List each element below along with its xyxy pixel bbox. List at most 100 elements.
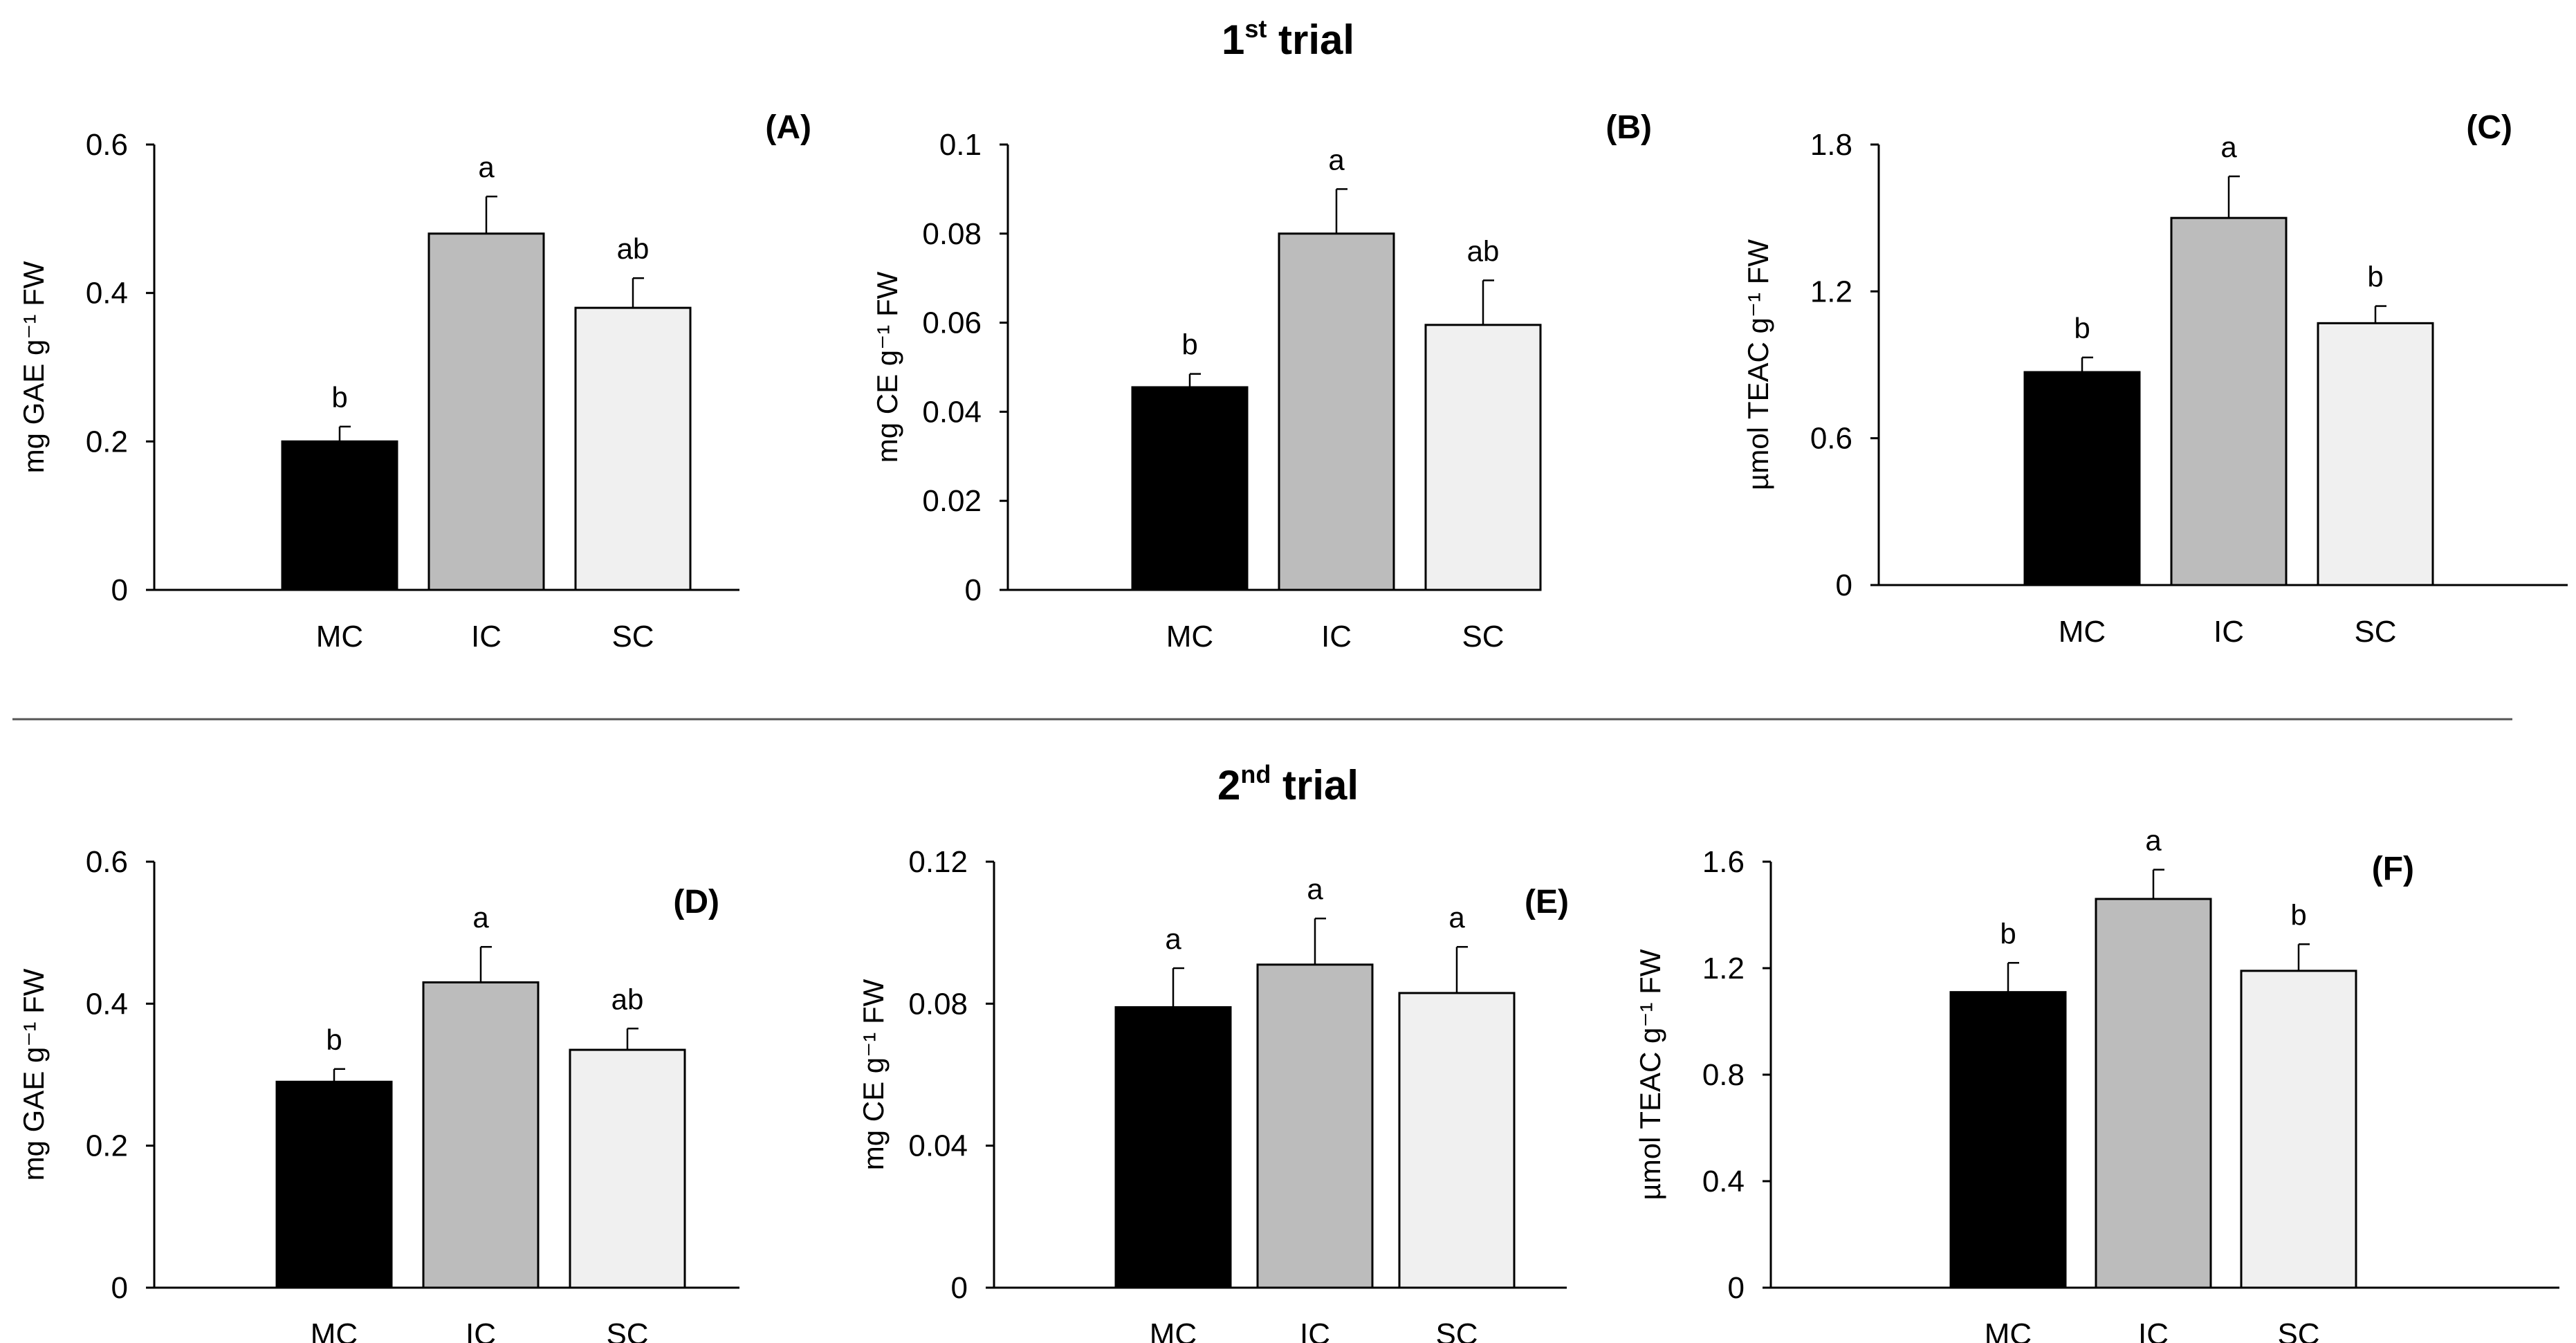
y-tick-label: 0 xyxy=(111,1271,128,1305)
x-tick-label: SC xyxy=(1435,1317,1478,1343)
trial-2-title: 2nd trial xyxy=(1217,760,1359,808)
x-tick-label: IC xyxy=(1321,620,1352,654)
significance-letter: a xyxy=(1307,873,1323,905)
bar-sc xyxy=(2240,970,2357,1289)
x-tick-label: SC xyxy=(2277,1317,2319,1343)
significance-letter: ab xyxy=(617,232,650,265)
significance-letter: a xyxy=(472,901,489,934)
y-axis-title: mg CE g⁻¹ FW xyxy=(857,979,890,1170)
y-tick-label: 0.08 xyxy=(908,987,968,1021)
y-tick-label: 0.4 xyxy=(1702,1165,1745,1198)
bar-mc xyxy=(281,440,398,591)
significance-letter: b xyxy=(2290,898,2306,931)
bar-mc xyxy=(1949,991,2067,1289)
y-tick-label: 0 xyxy=(111,573,128,607)
x-tick-label: IC xyxy=(2138,1317,2169,1343)
y-tick-label: 0 xyxy=(951,1271,968,1305)
bar-ic xyxy=(427,232,545,591)
y-tick-label: 0.6 xyxy=(1810,422,1852,456)
panels: 00.20.40.6mg GAE g⁻¹ FW(A)bMCaICabSC00.0… xyxy=(17,109,2568,1343)
x-tick-label: MC xyxy=(316,620,363,654)
bar-ic xyxy=(1278,232,1395,591)
y-tick-label: 0.06 xyxy=(922,306,982,340)
bar-sc xyxy=(1398,992,1516,1289)
y-axis-title: mg CE g⁻¹ FW xyxy=(871,271,903,463)
significance-letter: b xyxy=(2000,917,2016,950)
bar-mc xyxy=(275,1080,393,1289)
x-tick-label: MC xyxy=(311,1317,358,1343)
y-tick-label: 0.1 xyxy=(939,128,982,162)
panel-label: (E) xyxy=(1525,884,1569,920)
y-tick-label: 0.4 xyxy=(86,277,128,311)
significance-letter: a xyxy=(478,151,495,183)
y-axis-title: µmol TEAC g⁻¹ FW xyxy=(1742,239,1774,490)
x-tick-label: SC xyxy=(611,620,654,654)
bar-sc xyxy=(1424,324,1542,591)
y-tick-label: 0.04 xyxy=(922,395,982,429)
y-tick-label: 0.4 xyxy=(86,987,128,1021)
trial-1-title: 1st trial xyxy=(1222,15,1354,63)
y-tick-label: 0.2 xyxy=(86,425,128,459)
panel-label: (F) xyxy=(2372,851,2414,887)
y-axis-title: mg GAE g⁻¹ FW xyxy=(17,968,50,1180)
bar-ic xyxy=(422,981,540,1289)
significance-letter: a xyxy=(1448,901,1465,934)
y-tick-label: 0.02 xyxy=(922,484,982,518)
x-tick-label: SC xyxy=(606,1317,648,1343)
significance-letter: b xyxy=(2367,261,2383,293)
panel-d: 0 0.2 0.4 0.6 mg GAE g⁻¹ FW (D) b MC a IC ab SC xyxy=(17,845,739,1343)
panel-f: 0 0.4 0.8 1.2 1.6 µmol TEAC g⁻¹ FW (F) b MC a IC b S… xyxy=(1634,824,2559,1343)
y-tick-label: 0 xyxy=(1728,1271,1745,1305)
y-tick-label: 0 xyxy=(965,573,982,607)
panel-label: (B) xyxy=(1606,109,1652,146)
significance-letter: a xyxy=(1328,143,1345,176)
x-tick-label: MC xyxy=(1166,620,1213,654)
significance-letter: ab xyxy=(1467,234,1500,267)
y-tick-label: 0.04 xyxy=(908,1129,968,1163)
bar-ic xyxy=(1256,963,1374,1289)
y-tick-label: 1.6 xyxy=(1702,845,1745,879)
significance-letter: a xyxy=(1165,923,1181,955)
significance-letter: b xyxy=(2074,312,2090,344)
bar-ic xyxy=(2095,898,2212,1289)
y-tick-label: 0 xyxy=(1836,568,1852,602)
panel-a: 0 0.2 0.4 0.6 mg GAE g⁻¹ FW (A) b MC a IC ab SC xyxy=(17,109,811,654)
y-tick-label: 0.6 xyxy=(86,128,128,162)
y-tick-label: 0.2 xyxy=(86,1129,128,1163)
x-tick-label: SC xyxy=(1462,620,1504,654)
bar-mc xyxy=(1114,1006,1232,1289)
panel-label: (A) xyxy=(765,109,811,146)
panel-label: (D) xyxy=(673,884,719,920)
y-axis-title: µmol TEAC g⁻¹ FW xyxy=(1634,949,1666,1200)
x-tick-label: IC xyxy=(1300,1317,1330,1343)
significance-letter: b xyxy=(331,381,347,414)
significance-letter: ab xyxy=(611,983,644,1015)
x-tick-label: SC xyxy=(2354,615,2396,649)
significance-letter: a xyxy=(2145,824,2162,857)
significance-letter: a xyxy=(2220,131,2237,163)
y-axis-title: mg GAE g⁻¹ FW xyxy=(17,261,50,473)
x-tick-label: IC xyxy=(471,620,502,654)
panel-c: 0 0.6 1.2 1.8 µmol TEAC g⁻¹ FW (C) b MC a IC b SC xyxy=(1742,109,2568,649)
y-tick-label: 0.8 xyxy=(1702,1058,1745,1092)
y-tick-label: 1.2 xyxy=(1810,275,1852,308)
panel-b: 0 0.02 0.04 0.06 0.08 0.1 mg CE g⁻¹ FW (B) b MC a I… xyxy=(871,109,1652,654)
x-tick-label: IC xyxy=(2214,615,2244,649)
significance-letter: b xyxy=(326,1024,342,1056)
x-tick-label: MC xyxy=(1985,1317,2032,1343)
y-tick-label: 1.8 xyxy=(1810,128,1852,162)
significance-letter: b xyxy=(1181,328,1197,361)
y-tick-label: 0.08 xyxy=(922,217,982,251)
panel-e: 0 0.04 0.08 0.12 mg CE g⁻¹ FW (E) a MC a IC a SC xyxy=(857,845,1569,1343)
bar-ic xyxy=(2170,216,2288,586)
x-tick-label: IC xyxy=(466,1317,496,1343)
bar-sc xyxy=(574,306,692,591)
bar-mc xyxy=(2023,371,2141,586)
y-tick-label: 1.2 xyxy=(1702,952,1745,985)
x-tick-label: MC xyxy=(2059,615,2106,649)
y-tick-label: 0.6 xyxy=(86,845,128,879)
y-tick-label: 0.12 xyxy=(908,845,968,879)
panel-label: (C) xyxy=(2466,109,2512,146)
bar-sc xyxy=(569,1048,686,1289)
